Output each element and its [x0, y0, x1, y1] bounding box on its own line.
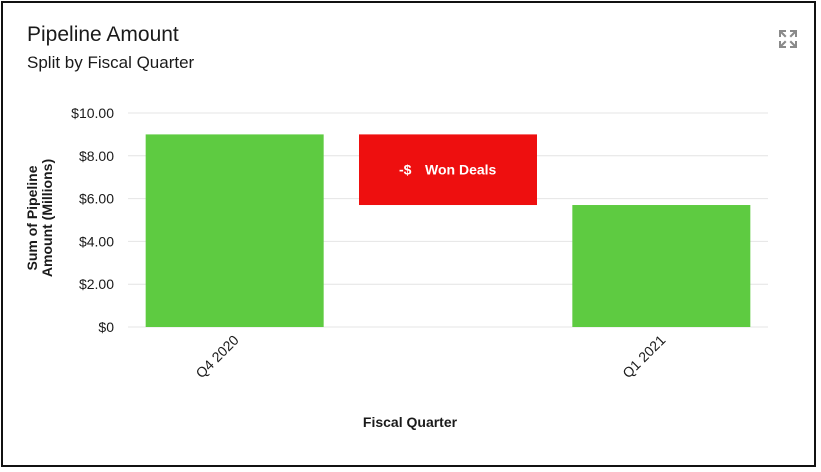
y-tick-label: $4.00: [79, 233, 114, 249]
x-axis-title: Fiscal Quarter: [363, 414, 458, 430]
y-axis-title-line-2: Amount (Millions): [39, 159, 55, 277]
bar[interactable]: [145, 134, 324, 327]
bar-label-prefix: -$: [399, 162, 412, 178]
y-tick-label: $0: [98, 319, 114, 335]
chart-title: Pipeline Amount: [27, 23, 179, 46]
y-axis-title-line-1: Sum of Pipeline: [24, 165, 40, 270]
bar-label: Won Deals: [425, 162, 497, 178]
expand-icon[interactable]: [779, 30, 797, 48]
y-axis-ticks: $0 $2.00 $4.00 $6.00 $8.00 $10.00: [71, 105, 114, 335]
bars: -$ Won Deals: [145, 134, 751, 327]
y-tick-label: $8.00: [79, 148, 114, 164]
bar[interactable]: [359, 134, 537, 206]
bar[interactable]: [572, 205, 751, 327]
x-tick-label: Q4 2020: [192, 332, 241, 381]
y-tick-label: $10.00: [71, 105, 114, 121]
x-tick-label: Q1 2021: [619, 332, 668, 381]
y-tick-label: $2.00: [79, 276, 114, 292]
y-tick-label: $6.00: [79, 191, 114, 207]
x-axis-ticks: Q4 2020 Q1 2021: [192, 332, 668, 381]
chart-subtitle: Split by Fiscal Quarter: [27, 53, 195, 72]
